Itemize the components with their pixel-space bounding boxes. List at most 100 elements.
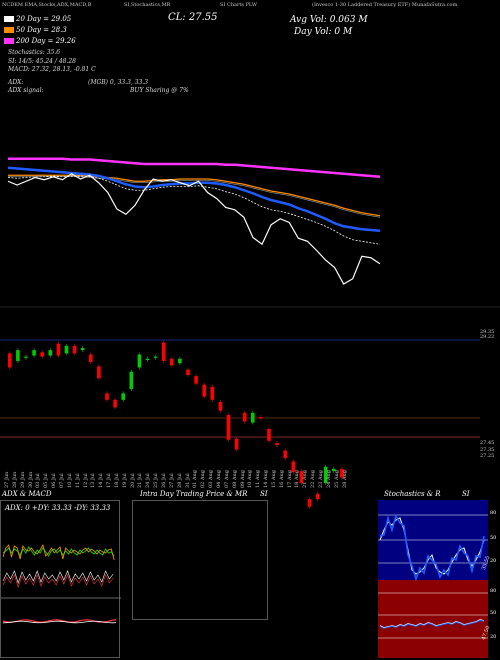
candle-18 [153, 356, 158, 358]
candle-35 [291, 461, 296, 473]
header-seg-1: NCDEM EMA,Stocks,ADX,MACD,B [2, 2, 92, 8]
adx-panel-title: ADX & MACD [2, 490, 52, 498]
rsi-scale-50: 50 [490, 610, 497, 616]
candle-32 [267, 429, 271, 441]
date-tick-label: 08 Aug [231, 470, 238, 488]
date-tick-label: 31 Jul [184, 473, 191, 488]
adx-macd-svg [1, 543, 121, 624]
date-tick-label: 24 Aug [325, 470, 332, 488]
date-tick-label: 16 Aug [278, 470, 285, 488]
date-tick-label: 25 Jul [153, 473, 160, 488]
ema50-swatch [4, 27, 14, 33]
legend-ema50: 50 Day = 28.3 [4, 26, 67, 34]
date-tick-label: 27 Jun [4, 471, 10, 488]
ema20-line [7, 175, 381, 245]
candle-17 [145, 358, 150, 360]
candle-36 [299, 471, 304, 483]
axis-top-label-1: 29.35 [480, 329, 495, 335]
date-tick-label: 03 Jul [35, 473, 42, 488]
ema20-label: 20 Day = 29.05 [16, 15, 72, 23]
si-readout: SI: 14/5: 45.24 / 48.28 [8, 58, 77, 65]
mrsi-panel-title: Intra Day Trading Price & MR [140, 490, 248, 498]
ema50-label: 50 Day = 28.3 [16, 26, 67, 34]
candle-27 [226, 414, 231, 440]
date-tick-label: 21 Aug [302, 470, 309, 488]
header-seg-2: SI,Stochastics,MR [124, 2, 171, 8]
date-tick-label: 24 Jul [145, 473, 152, 488]
candle-31 [259, 417, 263, 419]
axis-bottom-label-2: 27.35 [480, 447, 495, 453]
candle-37 [307, 499, 312, 507]
date-tick-label: 20 Jul [129, 473, 136, 488]
candle-0 [8, 353, 12, 368]
price-chart-svg [0, 157, 500, 509]
stoch-panel-si: SI [462, 490, 470, 498]
candle-3 [32, 350, 36, 356]
rsi-signal-line [379, 619, 485, 628]
date-tick-label: 30 Jun [27, 471, 34, 488]
candle-41 [340, 468, 344, 478]
candle-24 [202, 384, 206, 397]
buy-signal: BUY Sharing @ 7% [130, 87, 189, 94]
candle-16 [137, 354, 142, 368]
date-tick-label: 01 Aug [192, 470, 199, 488]
header-seg-3: SI Charts PLW [220, 2, 257, 8]
candle-4 [40, 352, 44, 357]
date-tick-label: 14 Jul [98, 473, 105, 488]
date-tick-label: 23 Aug [318, 470, 324, 488]
stoch-rsi-panel: 80 50 20 80 50 20 35.55 47.50 [378, 500, 500, 658]
date-tick-label: 11 Jul [74, 473, 81, 488]
adx-value: (MGB) 0, 33.3, 33.3 [88, 79, 149, 86]
date-tick-label: 13 Jul [90, 473, 97, 488]
candle-23 [194, 376, 198, 384]
macd-readout: MACD: 27.32, 28.13, -0.81 C [8, 66, 96, 73]
avg-volume: Avg Vol: 0.063 M [290, 15, 368, 25]
date-tick-label: 21 Jul [137, 473, 144, 488]
date-tick-label: 02 Aug [200, 470, 207, 488]
stoch-panel-title: Stochastics & R [384, 490, 441, 498]
ema20-swatch [4, 16, 14, 22]
price-chart: 29.35 29.22 27.45 27.35 27.25 [0, 100, 500, 509]
stoch-d-line [379, 513, 485, 582]
adx-macd-panel: ADX: 0 +DY: 33.33 -DY: 33.33 [0, 500, 121, 658]
date-tick-label: 17 Jul [106, 473, 113, 488]
date-tick-label: 05 Jul [43, 473, 50, 488]
legend-ema200: 200 Day = 29.26 [4, 37, 76, 45]
date-tick-label: 26 Jul [161, 473, 167, 488]
candle-33 [275, 443, 279, 446]
date-tick-label: 22 Aug [310, 470, 317, 488]
date-tick-label: 06 Jul [51, 473, 58, 488]
close-price-line [7, 173, 381, 285]
date-tick-label: 07 Aug [223, 470, 230, 488]
ema50-line [8, 174, 381, 217]
candle-21 [178, 358, 182, 364]
date-tick-label: 11 Aug [255, 470, 262, 488]
macd-signal-line [2, 620, 117, 624]
date-tick-label: 28 Jul [176, 473, 183, 488]
rsi-scale-80: 80 [490, 588, 497, 594]
date-tick-label: 29 Jun [19, 471, 26, 488]
rsi-bg [378, 580, 488, 658]
legend-ema20: 20 Day = 29.05 [4, 15, 71, 23]
date-tick-label: 18 Aug [294, 470, 301, 488]
candle-19 [161, 342, 166, 361]
candle-14 [121, 393, 125, 400]
adx-red-line [2, 574, 114, 588]
close-price: CL: 27.55 [168, 12, 218, 23]
stoch-readout: Stochastics: 35.6 [8, 49, 61, 56]
date-tick-label: 10 Jul [66, 473, 73, 488]
candle-9 [80, 348, 85, 351]
rsi-scale-20: 20 [490, 634, 497, 640]
ema-grey-line [8, 176, 381, 218]
rsi-line [379, 619, 485, 629]
ema200-label: 200 Day = 29.26 [16, 37, 76, 45]
candle-15 [129, 371, 134, 390]
stoch-scale-20: 20 [490, 558, 497, 564]
axis-bottom-label-3: 27.25 [480, 453, 495, 459]
date-tick-label: 07 Jul [58, 473, 65, 488]
intraday-mrsi-panel [132, 500, 268, 620]
mrsi-panel-si: SI [260, 490, 268, 498]
header-seg-3-wrap: SI Charts PLW [220, 2, 257, 8]
date-tick-label: 17 Aug [286, 470, 293, 488]
axis-bottom-label-1: 27.45 [480, 440, 495, 446]
